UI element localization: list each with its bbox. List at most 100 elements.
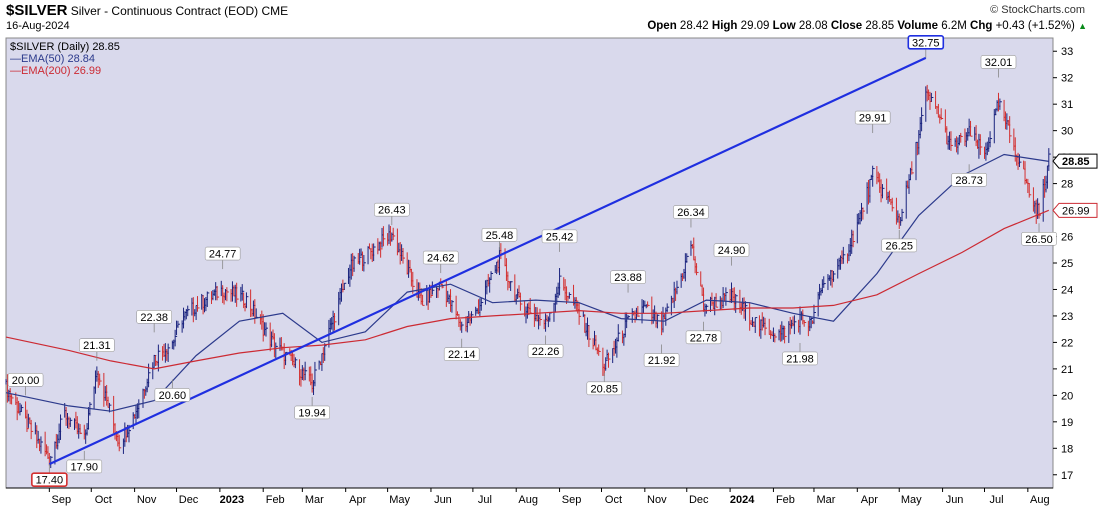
price-bar (152, 362, 155, 380)
price-bar (940, 108, 944, 120)
price-annotation: 28.73 (951, 164, 987, 187)
price-bar (177, 320, 180, 328)
annotation-box (294, 405, 330, 420)
price-bar (823, 276, 826, 288)
high-value: 29.09 (740, 20, 770, 32)
x-tick-label: Oct (605, 494, 622, 506)
price-bar (915, 141, 919, 181)
chart-date: 16-Aug-2024 (6, 20, 70, 32)
price-bar (1014, 137, 1018, 162)
legend-ema50: —EMA(50) 28.84 (10, 53, 95, 65)
close-label: Close (830, 20, 863, 32)
y-tick-label: 31 (1061, 99, 1073, 111)
annotation-box (443, 347, 480, 362)
price-bar (833, 270, 836, 282)
price-annotation: 24.62 (422, 250, 459, 274)
legend-ema200: —EMA(200) 26.99 (10, 65, 101, 77)
price-annotation: 17.40 (31, 464, 68, 487)
y-tick-label: 30 (1061, 126, 1073, 138)
price-bar (725, 287, 728, 306)
price-bar (1048, 148, 1051, 171)
brand-label: © StockCharts.com (990, 4, 1085, 16)
price-bar (422, 294, 425, 306)
price-bar (891, 197, 895, 212)
annotation-label: 29.91 (859, 113, 887, 125)
annotation-box (980, 55, 1017, 69)
price-bar (930, 92, 934, 102)
ema200-line (5, 209, 1050, 370)
price-bar (872, 165, 875, 187)
x-tick-label: May (901, 494, 922, 506)
price-bar (392, 227, 396, 241)
price-annotation: 20.60 (154, 379, 191, 402)
price-bar (412, 271, 415, 294)
annotation-label: 20.85 (591, 383, 619, 395)
price-bar (744, 301, 748, 321)
tag-shape (1052, 202, 1098, 218)
price-bar (197, 296, 200, 312)
x-tick-label: Jun (946, 494, 964, 506)
annotation-box (610, 270, 646, 284)
x-tick-label: Dec (689, 494, 709, 506)
price-bar (519, 292, 523, 311)
x-tick-label: Mar (305, 494, 324, 506)
y-tick-label: 33 (1061, 46, 1073, 58)
price-annotation: 21.92 (643, 344, 680, 367)
x-tick-label: Apr (349, 494, 366, 506)
y-tick-label: 21 (1061, 364, 1073, 376)
price-bar (461, 321, 464, 333)
price-bar (20, 404, 24, 412)
price-bar (11, 393, 14, 405)
exchange: CME (261, 4, 289, 18)
annotation-box (854, 110, 891, 125)
price-bar (314, 361, 317, 387)
annotation-box (1021, 231, 1057, 246)
price-bar (507, 271, 510, 291)
annotation-box (541, 229, 578, 244)
annotation-label: 26.34 (677, 207, 705, 219)
price-annotation: 26.43 (374, 202, 410, 226)
x-tick-label: Nov (647, 494, 667, 506)
volume-label: Volume (897, 20, 939, 32)
annotation-label: 32.01 (985, 57, 1013, 69)
price-annotation: 22.78 (685, 321, 722, 344)
price-bar (627, 315, 631, 319)
price-bar (60, 414, 63, 440)
legend-ema50-text: EMA(50) 28.84 (21, 53, 95, 65)
price-bar (167, 343, 171, 362)
price-bar (402, 248, 405, 264)
price-bar (578, 302, 582, 325)
y-tick-label: 18 (1061, 443, 1073, 455)
price-annotation: 21.31 (79, 338, 115, 361)
annotation-label: 26.25 (885, 240, 913, 252)
price-bar (206, 291, 210, 308)
price-bar (588, 325, 591, 348)
annotation-label: 20.60 (159, 390, 187, 402)
legend: $SILVER (Daily) 28.85 —EMA(50) 28.84 —EM… (10, 41, 120, 77)
annotation-box (951, 172, 987, 187)
price-bar (324, 343, 327, 361)
open-label: Open (647, 20, 677, 32)
price-bar (40, 436, 43, 454)
y-tick-label: 17 (1061, 470, 1073, 482)
annotation-label: 17.90 (71, 461, 99, 473)
annotation-box (481, 227, 518, 242)
price-bar (19, 402, 22, 416)
annotation-box (154, 388, 191, 402)
x-tick-label: 2024 (730, 494, 755, 506)
price-annotation: 24.90 (713, 243, 750, 266)
annotation-label: 32.75 (912, 37, 940, 49)
price-bar (559, 268, 562, 296)
annotation-label: 26.50 (1025, 234, 1053, 246)
price-bar (705, 304, 709, 314)
annotation-label: 21.31 (83, 340, 111, 352)
price-bar (852, 230, 856, 248)
price-bar (1009, 116, 1012, 144)
price-bar (373, 243, 376, 262)
price-bar (647, 301, 650, 308)
x-tick-label: Sep (562, 494, 582, 506)
price-bar (1038, 202, 1042, 219)
price-bar (754, 317, 758, 333)
price-bar (869, 179, 872, 203)
price-bar (784, 325, 787, 344)
